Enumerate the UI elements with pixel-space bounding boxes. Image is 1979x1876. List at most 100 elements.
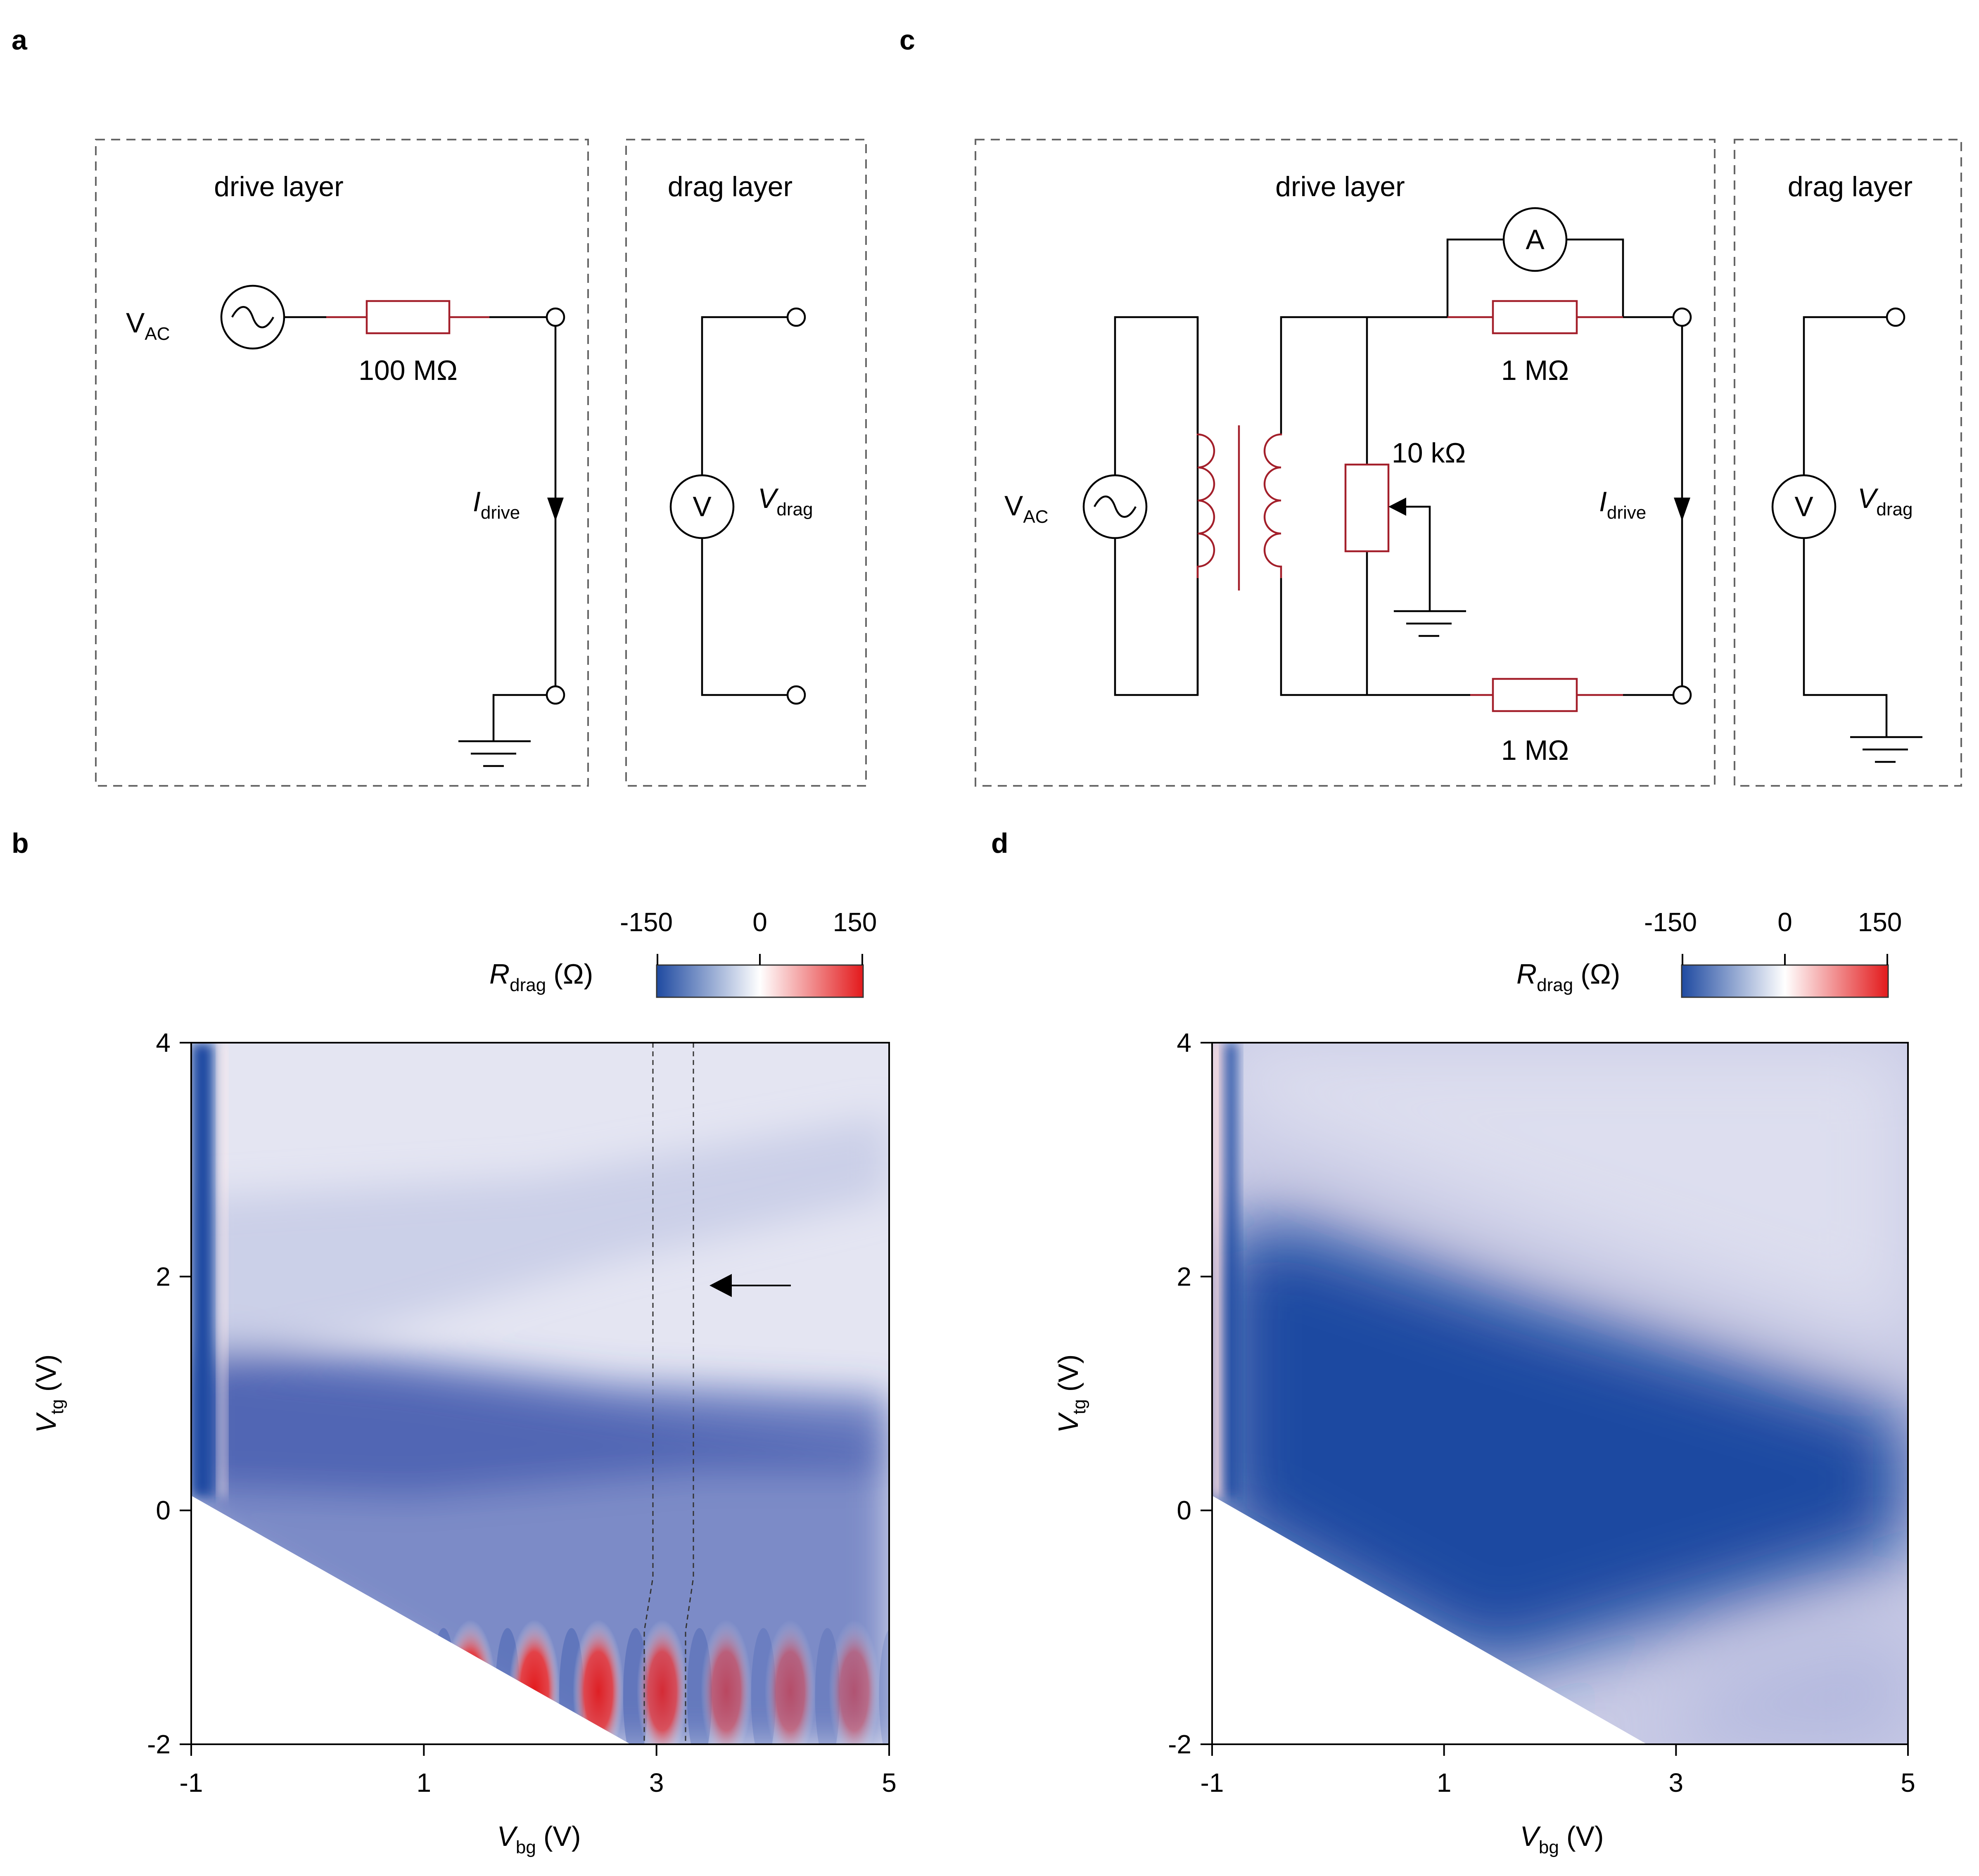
resistor-value: 100 MΩ — [358, 355, 458, 386]
drive-layer-box — [95, 139, 589, 787]
panel-b: b -150 0 150 Rdrag (Ω) — [12, 828, 897, 1857]
colorbar-tick-label: -150 — [620, 907, 673, 937]
cut-line-right — [685, 1043, 694, 1744]
colorbar-gradient — [1681, 964, 1889, 998]
terminal-icon — [546, 307, 565, 327]
y-tick-label: 0 — [156, 1496, 171, 1525]
x-tick-label: 5 — [882, 1768, 897, 1798]
heatmap-lobe-gap — [431, 1628, 456, 1744]
vdrag-label: Vdrag — [758, 483, 813, 519]
heatmap-lobe — [700, 1620, 752, 1744]
colorbar-tick-label: 150 — [1858, 907, 1902, 937]
voltmeter-label: V — [1794, 491, 1813, 522]
panel-label-d: d — [991, 828, 1008, 859]
y-tick-label: -2 — [1168, 1729, 1191, 1759]
voltmeter-label: V — [693, 491, 712, 522]
axes: -1 1 3 5 -2 0 2 4 Vbg (V) Vtg(V) — [1053, 1028, 1915, 1857]
x-tick-label: 5 — [1901, 1768, 1915, 1798]
axes: -1 1 3 5 -2 0 2 4 Vbg (V) Vtg(V) — [31, 1028, 897, 1857]
x-tick-label: 1 — [1437, 1768, 1452, 1798]
colorbar-label: Rdrag (Ω) — [489, 958, 593, 995]
ammeter-label: A — [1526, 224, 1545, 255]
terminal-icon — [1886, 307, 1905, 327]
ac-source-icon — [220, 285, 285, 350]
x-axis-label: Vbg (V) — [497, 1821, 581, 1857]
ammeter-icon — [1502, 207, 1568, 272]
heatmap-lobe — [636, 1620, 688, 1744]
colorbar-tick-label: -150 — [1644, 907, 1697, 937]
colorbar-label: Rdrag (Ω) — [1516, 958, 1620, 995]
panel-d: d -150 0 150 Rdrag (Ω) -1 1 3 5 -2 0 2 — [991, 828, 1915, 1857]
heatmap-lobe — [381, 1620, 432, 1744]
y-axis-label: Vtg(V) — [31, 1354, 67, 1433]
potentiometer-value: 10 kΩ — [1392, 437, 1466, 469]
terminal-icon — [786, 685, 806, 705]
y-tick-label: 4 — [1177, 1028, 1191, 1058]
drag-layer-title: drag layer — [1788, 171, 1913, 202]
heatmap-lobe — [764, 1620, 816, 1744]
arrow-icon — [709, 1274, 791, 1297]
x-axis-label: Vbg (V) — [1520, 1821, 1604, 1857]
plot-frame — [1212, 1042, 1909, 1744]
colorbar: -150 0 150 Rdrag (Ω) — [489, 907, 877, 998]
heatmap — [191, 1043, 889, 1744]
heatmap-lobe — [445, 1620, 496, 1744]
x-tick-label: 1 — [417, 1768, 432, 1798]
voltmeter-icon — [1771, 474, 1837, 539]
terminal-icon — [1672, 685, 1692, 705]
ac-source-icon — [1082, 474, 1148, 539]
heatmap-lobe-gap — [879, 1628, 889, 1744]
heatmap-edge-band — [191, 1043, 214, 1497]
resistor-bottom-value: 1 MΩ — [1501, 735, 1569, 766]
x-tick-label: -1 — [1201, 1768, 1224, 1798]
x-tick-label: 3 — [1669, 1768, 1684, 1798]
x-tick-label: -1 — [180, 1768, 203, 1798]
current-arrow-icon — [1674, 498, 1690, 521]
resistor-icon — [1492, 300, 1578, 334]
cut-line-left — [643, 1043, 654, 1744]
panel-label-a: a — [12, 24, 28, 56]
terminal-icon — [1672, 307, 1692, 327]
wire — [492, 694, 547, 741]
heatmap-edge-band — [219, 1043, 225, 1497]
y-tick-label: 0 — [1177, 1496, 1191, 1525]
voltmeter-icon — [669, 474, 735, 539]
ground-icon — [458, 740, 531, 767]
heatmap-lobe — [508, 1620, 560, 1744]
heatmap-edge-band — [1225, 1043, 1237, 1497]
y-tick-label: 2 — [1177, 1262, 1191, 1291]
wiper-wire — [1404, 505, 1431, 611]
wire — [1280, 316, 1470, 696]
vac-label: VAC — [1004, 490, 1048, 527]
panel-label-c: c — [899, 24, 915, 56]
panel-c: c drive layer drag layer VAC 10 kΩ — [899, 24, 1962, 787]
resistor-top-value: 1 MΩ — [1501, 355, 1569, 386]
terminal-icon — [786, 307, 806, 327]
potentiometer-icon — [1344, 463, 1390, 553]
vac-label: VAC — [126, 307, 170, 344]
terminal-icon — [546, 685, 565, 705]
wiper-arrow-icon — [1388, 498, 1406, 516]
heatmap-edge-band — [1212, 1043, 1224, 1497]
heatmap-lobe-gap — [367, 1628, 392, 1744]
ground-icon — [1850, 736, 1922, 763]
wire — [1803, 316, 1888, 737]
vdrag-label: Vdrag — [1858, 483, 1913, 519]
colorbar-tick-label: 150 — [833, 907, 877, 937]
drive-layer-box — [975, 139, 1716, 787]
heatmap — [1212, 1043, 1908, 1744]
transformer-icon — [1196, 425, 1282, 591]
panel-a: a drive layer drag layer VAC 100 MΩ Idri… — [12, 24, 867, 787]
ammeter-loop-wire — [1446, 238, 1624, 317]
y-axis-label: Vtg(V) — [1053, 1354, 1089, 1433]
drag-layer-box — [625, 139, 867, 787]
drag-layer-box — [1734, 139, 1962, 787]
ground-icon — [1394, 610, 1466, 637]
current-label: Idrive — [1599, 486, 1646, 523]
colorbar-gradient — [656, 964, 864, 998]
y-tick-label: 2 — [156, 1262, 171, 1291]
resistor-icon — [365, 300, 451, 334]
colorbar-tick-label: 0 — [752, 907, 767, 937]
current-arrow-icon — [547, 498, 564, 521]
panel-label-b: b — [12, 828, 29, 859]
